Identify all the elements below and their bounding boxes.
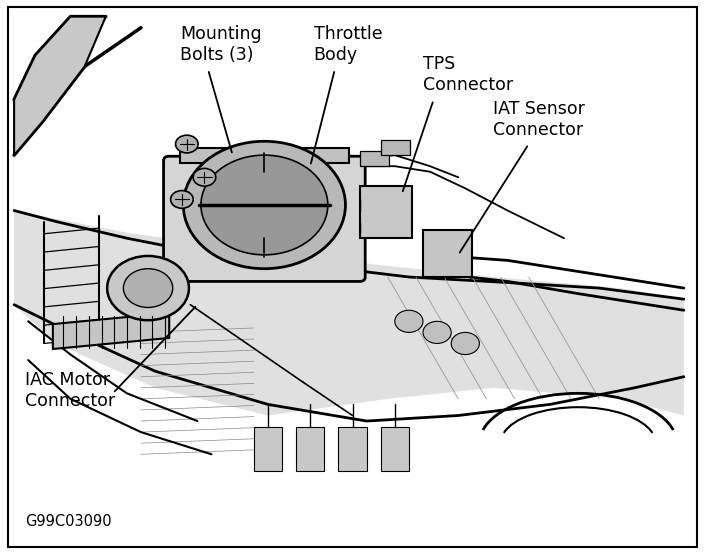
- Bar: [360, 151, 389, 166]
- Bar: [338, 427, 367, 471]
- Circle shape: [107, 256, 189, 320]
- Circle shape: [193, 168, 216, 186]
- Bar: [423, 230, 472, 277]
- Circle shape: [183, 141, 345, 269]
- Bar: [254, 427, 282, 471]
- Text: Throttle
Body: Throttle Body: [314, 25, 382, 64]
- Text: G99C03090: G99C03090: [25, 514, 111, 529]
- Circle shape: [201, 155, 328, 255]
- Bar: [381, 140, 410, 155]
- Polygon shape: [14, 211, 684, 416]
- Circle shape: [451, 332, 479, 355]
- Bar: [381, 427, 409, 471]
- Circle shape: [176, 135, 198, 153]
- Text: TPS
Connector: TPS Connector: [423, 55, 513, 94]
- Text: Mounting
Bolts (3): Mounting Bolts (3): [180, 25, 262, 64]
- Text: IAC Motor
Connector: IAC Motor Connector: [25, 371, 115, 410]
- Bar: [360, 186, 412, 238]
- Circle shape: [123, 269, 173, 307]
- Bar: [180, 148, 349, 163]
- Text: IAT Sensor
Connector: IAT Sensor Connector: [493, 100, 585, 138]
- FancyBboxPatch shape: [164, 156, 365, 281]
- Polygon shape: [53, 313, 169, 349]
- Circle shape: [395, 310, 423, 332]
- Bar: [296, 427, 324, 471]
- Circle shape: [423, 321, 451, 343]
- Circle shape: [171, 191, 193, 208]
- Polygon shape: [14, 17, 106, 155]
